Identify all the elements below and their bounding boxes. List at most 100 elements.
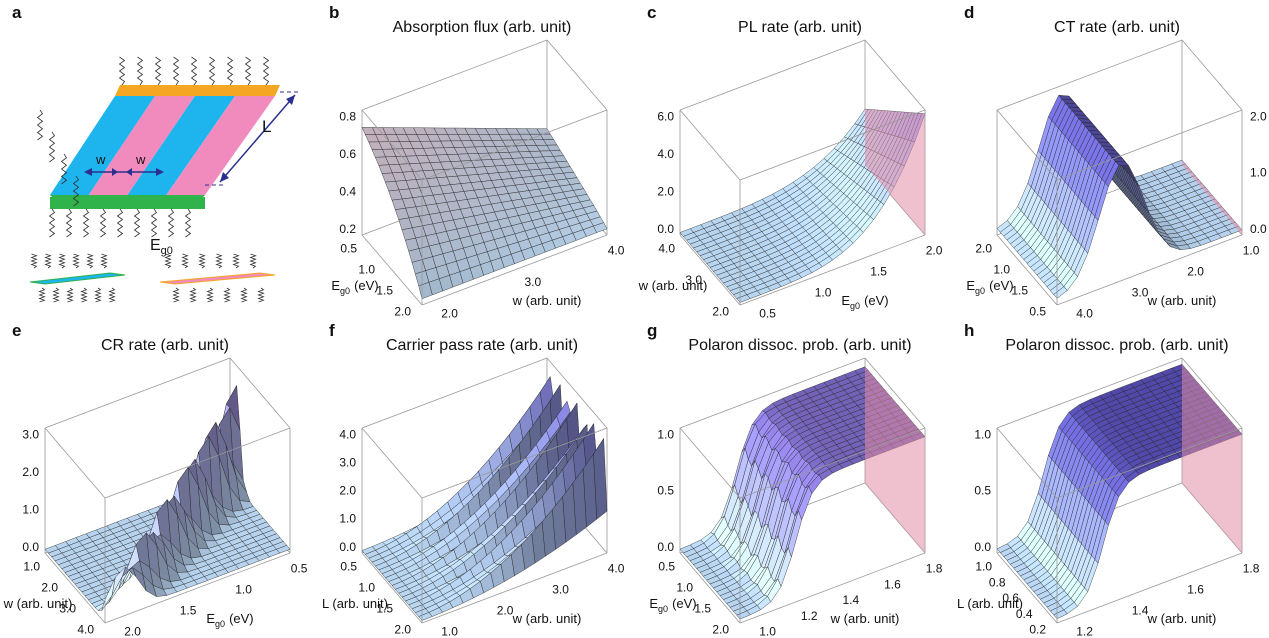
panel-letter: g — [647, 321, 657, 340]
axis-tick-label: 1.5 — [376, 602, 393, 616]
box-edge — [104, 427, 291, 499]
axis-tick-label: 2.0 — [497, 604, 514, 618]
axis-tick-label: 1.2 — [801, 609, 818, 623]
box-edge — [996, 357, 1183, 429]
axis-tick-label: 2.0 — [926, 244, 943, 258]
chain — [86, 253, 94, 269]
surface-panel: b Absorption flux (arb. unit) 0.2 0.4 0.6 0.8… — [329, 3, 625, 321]
box-edge — [996, 109, 1058, 181]
w-label: w — [135, 152, 146, 167]
axis-tick-label: 4.0 — [608, 562, 625, 576]
axis-label-sub: g0 — [975, 286, 985, 296]
slab — [29, 272, 126, 285]
z-tick-label: 4.0 — [657, 147, 674, 161]
chain — [232, 253, 240, 269]
chain — [215, 253, 223, 269]
axis-tick-label: 1.6 — [1187, 583, 1204, 597]
axis-label: Eg0 (eV) — [841, 293, 888, 311]
chain — [52, 287, 60, 303]
panel-title: Absorption flux (arb. unit) — [393, 19, 572, 36]
axis-tick-label: 1.5 — [1011, 284, 1028, 298]
axis-tick-label: 2.0 — [394, 623, 411, 637]
panel-title: Polaron dissoc. prob. (arb. unit) — [688, 337, 911, 354]
z-tick-label: 2.0 — [22, 465, 39, 479]
box-edge — [679, 357, 866, 429]
chain — [72, 253, 80, 269]
box-edge — [421, 109, 608, 181]
box-edge — [1056, 427, 1243, 499]
axis-tick-label: 2.0 — [394, 305, 411, 319]
axis-tick-label: 3.0 — [685, 273, 702, 287]
arrowhead — [286, 95, 295, 105]
axis-tick-label: 1.8 — [1243, 562, 1260, 576]
arrowhead — [126, 168, 132, 176]
box-edge — [361, 39, 548, 111]
box-edge — [739, 109, 926, 181]
panel-letter: e — [12, 321, 21, 340]
panel-title: Carrier pass rate (arb. unit) — [386, 337, 578, 354]
panel-title: PL rate (arb. unit) — [738, 19, 862, 36]
axis-tick-label: 0.5 — [759, 307, 776, 321]
axis-tick-label: 1.6 — [884, 577, 901, 591]
z-tick-label: 3.0 — [339, 455, 356, 469]
axis-label-text: E — [966, 278, 975, 293]
box-edge — [44, 357, 231, 429]
chain — [172, 56, 180, 86]
chain — [181, 253, 189, 269]
surface-panel: dCT rate (arb. unit)0.01.02.02.01.01.50.… — [964, 3, 1267, 321]
chain — [154, 56, 162, 86]
z-tick-label: 1.0 — [22, 502, 39, 516]
chain — [118, 56, 126, 86]
axis-tick-label: 2.0 — [712, 623, 729, 637]
axis-label: w (arb. unit) — [512, 293, 582, 308]
side-face — [865, 109, 925, 235]
axis-tick-label: 4.0 — [658, 242, 675, 256]
z-tick-label: 0.5 — [657, 484, 674, 498]
axis-label: Eg0 (eV) — [206, 611, 253, 629]
z-tick-label: 2.0 — [1250, 109, 1267, 123]
w-label: w — [95, 152, 106, 167]
box-edge — [421, 234, 608, 306]
axis-label-sub: g0 — [850, 301, 860, 311]
arrowhead — [84, 168, 92, 176]
box-edge — [361, 427, 423, 499]
box-edge — [546, 39, 608, 111]
box-edge — [229, 357, 291, 429]
axis-label-sub: g0 — [340, 286, 350, 296]
chain — [36, 109, 44, 141]
axis-label: w (arb. unit) — [3, 596, 73, 611]
arrowhead — [220, 172, 229, 182]
axis-label-unit: (eV) — [354, 278, 379, 293]
chain — [240, 287, 248, 303]
panel-letter: b — [329, 3, 339, 22]
axis-tick-label: 3.0 — [59, 602, 76, 616]
axis-tick-label: 2.0 — [441, 307, 458, 321]
z-tick-label: 0.0 — [1250, 222, 1267, 236]
bottom-bar — [50, 197, 205, 209]
surface-panel: h Polaron dissoc. prob. (arb. unit) 0.0 0.5… — [957, 321, 1260, 638]
side-face — [1182, 160, 1242, 235]
strip — [127, 96, 235, 195]
z-tick-label: 1.0 — [1250, 166, 1267, 180]
axis-label: Eg0 (eV) — [331, 278, 378, 296]
axis-label-sub: g0 — [658, 604, 668, 614]
chain — [100, 253, 108, 269]
axis-label-text: w (arb. unit) — [512, 293, 582, 308]
box-edge — [1056, 552, 1243, 624]
axis-label-text: w (arb. unit) — [638, 278, 708, 293]
axis-tick-label: 1.0 — [235, 583, 252, 597]
box-edge — [1181, 39, 1243, 111]
axis-label-text: w (arb. unit) — [1147, 293, 1217, 308]
box-edge — [1056, 234, 1243, 306]
l-label: L — [262, 117, 271, 136]
box-edge — [44, 427, 106, 499]
chain — [99, 208, 107, 238]
panel-title: CR rate (arb. unit) — [101, 337, 229, 354]
axis-label: L (arb. unit) — [957, 596, 1023, 611]
axis-tick-label: 1.0 — [759, 625, 776, 638]
chain — [94, 287, 102, 303]
axis-tick-label: 2.0 — [41, 581, 58, 595]
axis-label-text: w (arb. unit) — [1147, 611, 1217, 626]
z-tick-label: 2.0 — [657, 184, 674, 198]
